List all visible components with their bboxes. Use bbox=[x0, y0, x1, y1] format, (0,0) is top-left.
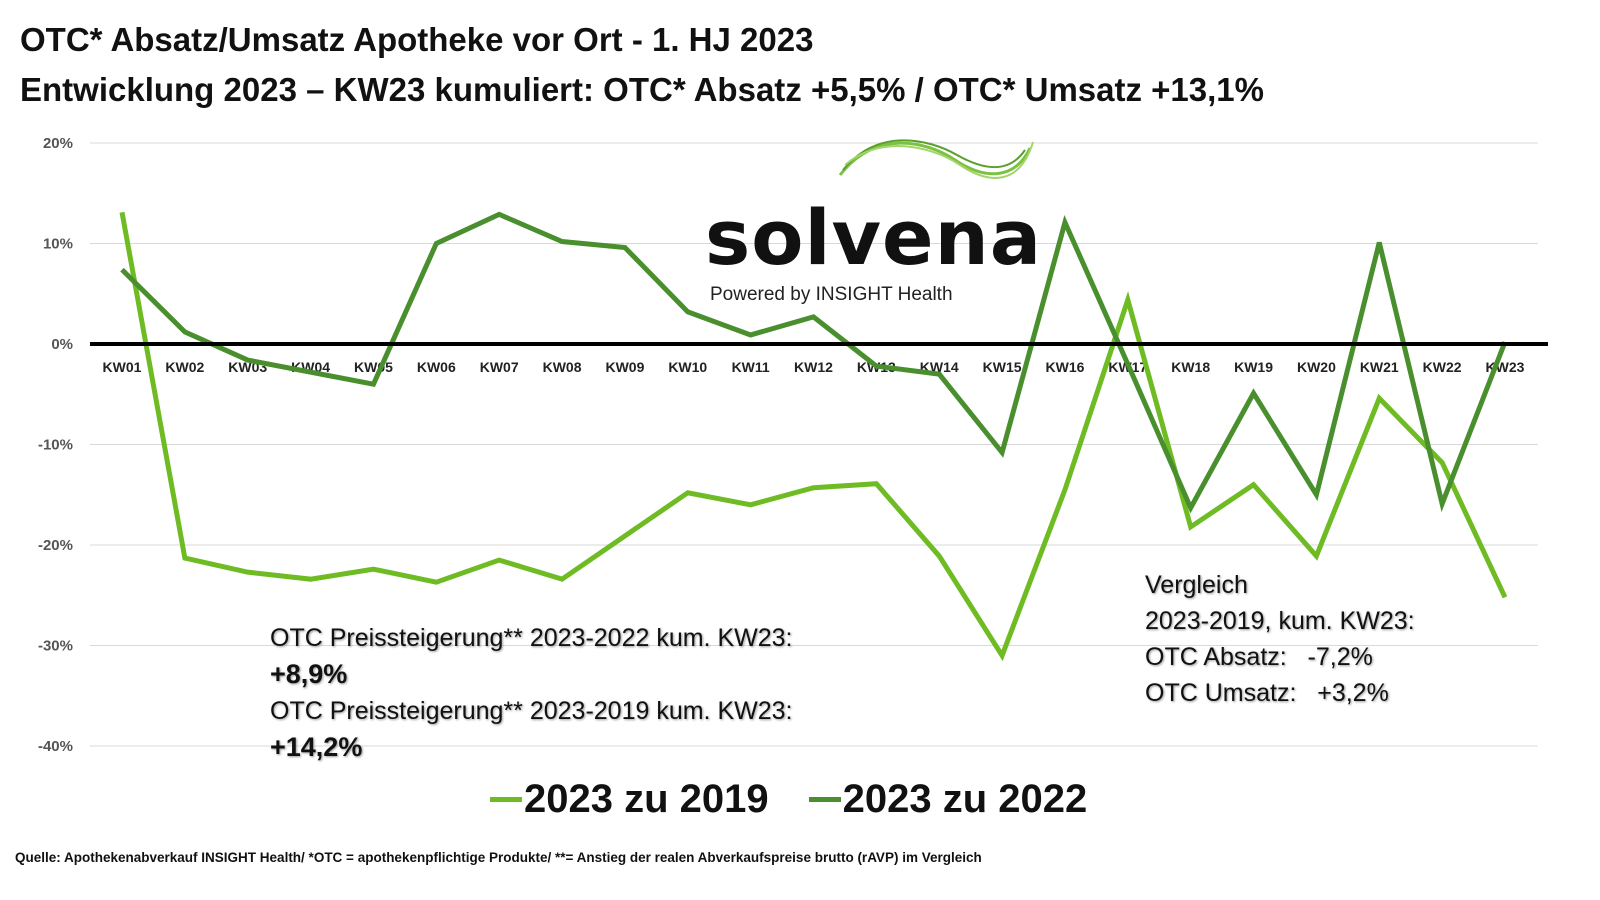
x-tick-label: KW12 bbox=[794, 359, 833, 375]
price-note-2022-label: OTC Preissteigerung** 2023-2022 kum. KW2… bbox=[270, 624, 793, 652]
chart-subtitle: Entwicklung 2023 – KW23 kumuliert: OTC* … bbox=[20, 71, 1264, 108]
x-tick-label: KW06 bbox=[417, 359, 456, 375]
x-tick-label: KW16 bbox=[1046, 359, 1085, 375]
legend-item-2022: 2023 zu 2022 bbox=[808, 776, 1088, 822]
x-tick-label: KW05 bbox=[354, 359, 393, 375]
y-tick-label: -30% bbox=[38, 638, 73, 655]
y-tick-label: -10% bbox=[38, 437, 73, 454]
x-tick-label: KW10 bbox=[668, 359, 707, 375]
x-tick-label: KW01 bbox=[103, 359, 142, 375]
price-note-2019-value: +14,2% bbox=[270, 732, 363, 762]
price-notes: OTC Preissteigerung** 2023-2022 kum. KW2… bbox=[270, 620, 792, 766]
legend-swatch-2022 bbox=[808, 796, 841, 802]
y-tick-label: -40% bbox=[38, 738, 73, 755]
x-tick-label: KW08 bbox=[543, 359, 582, 375]
x-tick-label: KW19 bbox=[1234, 359, 1273, 375]
x-tick-label: KW18 bbox=[1171, 359, 1210, 375]
x-tick-label: KW15 bbox=[983, 359, 1022, 375]
logo-wordmark: solvena bbox=[705, 193, 1042, 282]
x-tick-label: KW20 bbox=[1297, 359, 1336, 375]
legend-label-2022: 2023 zu 2022 bbox=[842, 777, 1088, 821]
comparison-notes: Vergleich 2023-2019, kum. KW23: OTC Absa… bbox=[1145, 567, 1415, 711]
y-tick-label: 20% bbox=[43, 135, 73, 152]
source-footnote: Quelle: Apothekenabverkauf INSIGHT Healt… bbox=[15, 850, 982, 865]
comparison-period: 2023-2019, kum. KW23: bbox=[1145, 607, 1415, 635]
comparison-umsatz: OTC Umsatz: +3,2% bbox=[1145, 679, 1389, 707]
y-tick-label: -20% bbox=[38, 537, 73, 554]
comparison-title: Vergleich bbox=[1145, 571, 1248, 599]
chart-legend: 2023 zu 2019 2023 zu 2022 bbox=[490, 776, 1087, 822]
comparison-absatz: OTC Absatz: -7,2% bbox=[1145, 643, 1373, 671]
price-note-2022-value: +8,9% bbox=[270, 659, 348, 689]
solvena-logo-wave-icon bbox=[838, 139, 1034, 179]
x-tick-label: KW22 bbox=[1423, 359, 1462, 375]
x-tick-label: KW21 bbox=[1360, 359, 1399, 375]
x-tick-label: KW02 bbox=[165, 359, 204, 375]
x-tick-label: KW09 bbox=[605, 359, 644, 375]
price-note-2019-label: OTC Preissteigerung** 2023-2019 kum. KW2… bbox=[270, 697, 793, 725]
chart-title: OTC* Absatz/Umsatz Apotheke vor Ort - 1.… bbox=[20, 21, 814, 58]
legend-label-2019: 2023 zu 2019 bbox=[524, 777, 769, 821]
logo-tagline: Powered by INSIGHT Health bbox=[710, 284, 953, 305]
legend-swatch-2019 bbox=[490, 796, 522, 802]
legend-item-2019: 2023 zu 2019 bbox=[490, 776, 769, 822]
x-tick-label: KW11 bbox=[732, 359, 770, 375]
y-tick-label: 0% bbox=[51, 336, 73, 353]
x-tick-label: KW07 bbox=[480, 359, 519, 375]
y-tick-label: 10% bbox=[43, 236, 73, 253]
